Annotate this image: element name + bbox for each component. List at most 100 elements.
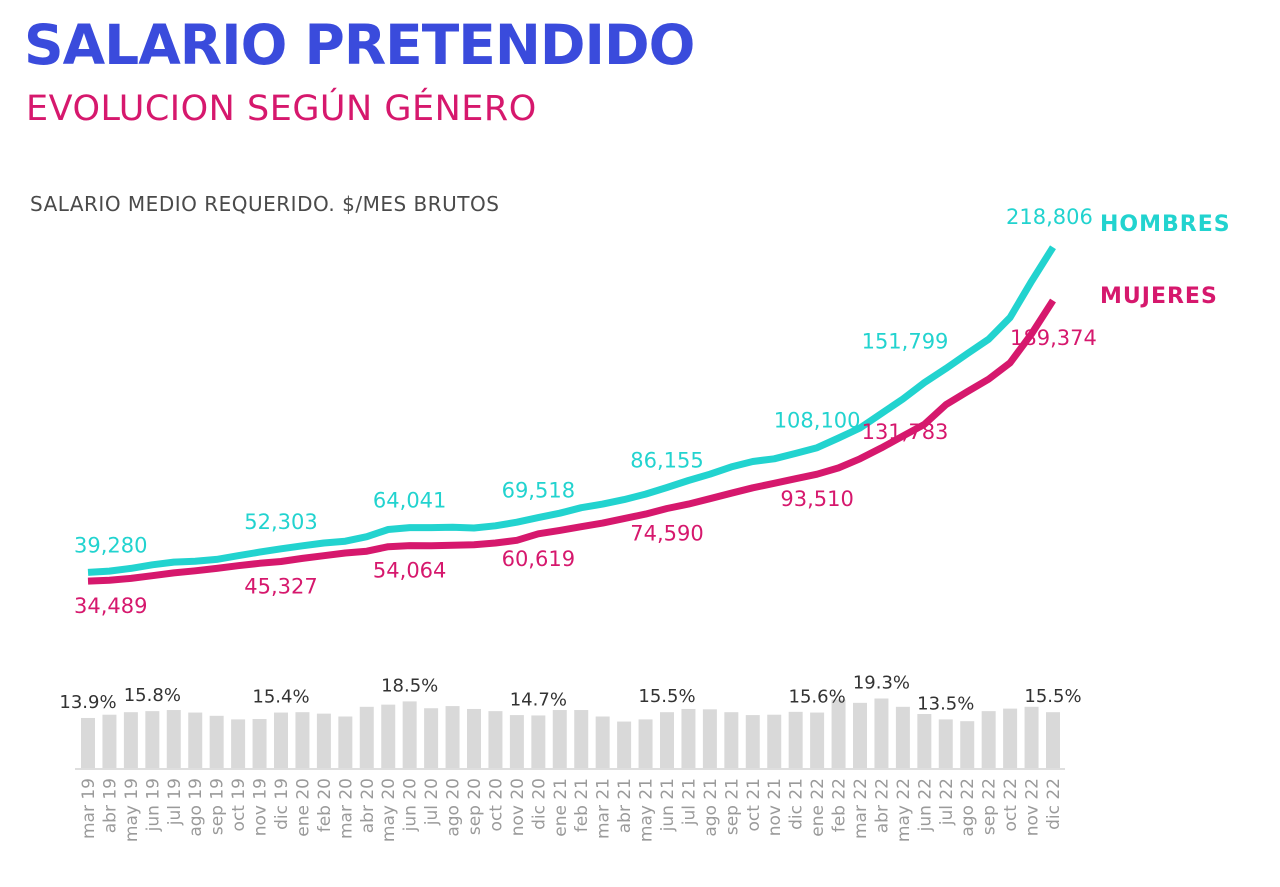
gap-bar <box>445 706 460 768</box>
gap-bar <box>552 710 567 768</box>
hombres-value-label: 218,806 <box>1006 205 1093 229</box>
gap-bar <box>102 714 117 768</box>
x-tick-label: sep 20 <box>465 778 485 835</box>
gap-bar <box>424 708 439 768</box>
x-tick-label: feb 20 <box>315 778 335 832</box>
gap-bar <box>467 708 481 768</box>
hombres-value-label: 151,799 <box>862 330 949 354</box>
legend-hombres: HOMBRES <box>1100 212 1231 237</box>
gap-bar <box>788 711 803 768</box>
hombres-line <box>87 245 1056 576</box>
gap-bar-label: 15.4% <box>252 687 309 708</box>
salary-lines <box>87 245 1056 585</box>
x-tick-label: ago 21 <box>701 778 721 837</box>
x-tick-label: nov 19 <box>251 778 271 836</box>
gap-bar <box>702 709 717 768</box>
mujeres-value-label: 60,619 <box>502 547 575 571</box>
hombres-value-label: 86,155 <box>630 449 703 473</box>
gap-bar <box>531 715 546 768</box>
y-axis-label: SALARIO MEDIO REQUERIDO. $/MES BRUTOS <box>30 192 500 216</box>
x-tick-labels: mar 19 abr 19 may 19 jun 19 jul 19 ago 19 sep … <box>79 778 1064 842</box>
x-tick-label: mar 21 <box>594 778 614 839</box>
gap-bar-label: 19.3% <box>853 673 910 694</box>
gap-bar <box>1003 708 1018 768</box>
gap-bar-label: 18.5% <box>381 675 438 696</box>
x-tick-label: mar 22 <box>851 778 871 839</box>
gap-bar-label: 15.8% <box>124 685 181 706</box>
mujeres-value-label: 34,489 <box>74 594 147 618</box>
x-tick-label: dic 20 <box>529 778 549 830</box>
x-tick-label: feb 22 <box>830 778 850 832</box>
gap-bar <box>316 713 331 768</box>
gap-bar <box>745 715 760 768</box>
gap-bar <box>488 711 503 768</box>
gap-bar <box>617 721 632 768</box>
chart-subtitle: EVOLUCION SEGÚN GÉNERO <box>26 89 537 129</box>
gap-bar-label: 14.7% <box>510 689 567 710</box>
gap-bar <box>295 712 310 768</box>
x-tick-label: ene 21 <box>551 778 571 837</box>
gap-bar-labels: 13.9% 15.8% 15.4% 18.5% 14.7% 15.5% 15.6% 19.3%… <box>59 673 1081 715</box>
mujeres-value-label: 74,590 <box>630 521 703 545</box>
mujeres-value-label: 93,510 <box>780 487 853 511</box>
x-tick-label: sep 22 <box>980 778 1000 835</box>
x-tick-label: jul 21 <box>679 778 699 826</box>
x-tick-label: feb 21 <box>572 778 592 832</box>
gap-bar <box>638 719 653 768</box>
gap-bar <box>1024 706 1039 768</box>
gap-bar <box>81 717 95 768</box>
x-tick-label: oct 22 <box>1001 778 1021 831</box>
gap-bar <box>1046 712 1060 768</box>
x-tick-label: sep 21 <box>722 778 742 835</box>
legend-mujeres: MUJERES <box>1100 284 1218 309</box>
gap-bar <box>767 714 782 768</box>
mujeres-value-label: 54,064 <box>373 559 446 583</box>
legend: HOMBRES MUJERES <box>1100 212 1231 309</box>
x-tick-label: abr 20 <box>358 778 378 833</box>
x-tick-label: dic 22 <box>1044 778 1064 830</box>
gap-bar <box>252 719 267 768</box>
gap-bar <box>359 706 374 768</box>
gap-bar <box>188 712 203 768</box>
x-tick-label: jul 20 <box>422 778 442 826</box>
x-tick-label: may 22 <box>894 778 914 842</box>
hombres-value-label: 52,303 <box>244 510 317 534</box>
x-tick-label: oct 20 <box>486 778 506 831</box>
gap-bar <box>402 701 417 768</box>
x-tick-label: ene 20 <box>293 778 313 837</box>
hombres-value-label: 69,518 <box>502 479 575 503</box>
gap-bar <box>381 704 396 768</box>
x-tick-label: may 19 <box>122 778 142 842</box>
x-tick-label: nov 21 <box>765 778 785 836</box>
gap-bar <box>831 699 846 768</box>
gap-bar <box>874 698 889 768</box>
gap-bar-label: 13.5% <box>917 693 974 714</box>
x-tick-label: ago 19 <box>186 778 206 837</box>
x-tick-label: jun 22 <box>915 778 935 832</box>
mujeres-value-label: 189,374 <box>1010 326 1097 350</box>
gap-bar <box>960 721 975 768</box>
gap-bar-label: 13.9% <box>59 692 116 713</box>
gap-bar <box>724 712 739 768</box>
gap-bar-label: 15.6% <box>789 687 846 708</box>
salary-point-labels: 39,280 52,303 64,041 69,518 86,155 108,100 151… <box>74 205 1097 618</box>
x-tick-label: nov 22 <box>1023 778 1043 836</box>
x-tick-label: ene 22 <box>808 778 828 837</box>
x-tick-label: sep 19 <box>208 778 228 835</box>
mujeres-value-label: 131,783 <box>862 420 949 444</box>
x-tick-label: jun 19 <box>143 778 163 832</box>
gap-bar <box>660 712 674 768</box>
gap-bar <box>509 715 524 768</box>
x-tick-label: jul 19 <box>165 778 185 826</box>
gap-bar <box>338 716 353 768</box>
x-tick-label: abr 19 <box>100 778 120 833</box>
x-tick-label: mar 19 <box>79 778 99 839</box>
x-tick-label: oct 19 <box>229 778 249 831</box>
x-tick-label: dic 21 <box>787 778 807 830</box>
gap-bar <box>209 715 224 768</box>
gap-bar <box>938 719 953 768</box>
x-tick-label: ago 20 <box>444 778 464 837</box>
x-tick-label: abr 22 <box>872 778 892 833</box>
gap-bar <box>595 716 610 768</box>
